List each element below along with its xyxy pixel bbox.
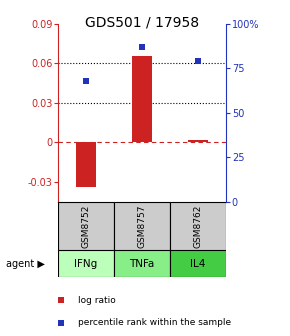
- Text: GSM8757: GSM8757: [137, 204, 147, 248]
- Text: IL4: IL4: [191, 259, 206, 269]
- Bar: [170, 202, 226, 250]
- Bar: [188, 139, 208, 142]
- Bar: [76, 142, 96, 187]
- Text: TNFa: TNFa: [129, 259, 155, 269]
- Bar: [58, 250, 114, 277]
- Bar: [114, 202, 170, 250]
- Text: GDS501 / 17958: GDS501 / 17958: [85, 15, 199, 29]
- Text: GSM8762: GSM8762: [194, 204, 203, 248]
- Bar: [114, 250, 170, 277]
- Bar: [170, 250, 226, 277]
- Text: GSM8752: GSM8752: [81, 204, 90, 248]
- Text: percentile rank within the sample: percentile rank within the sample: [78, 318, 231, 327]
- Bar: [58, 202, 114, 250]
- Text: agent ▶: agent ▶: [6, 259, 45, 269]
- Text: IFNg: IFNg: [75, 259, 98, 269]
- Bar: [132, 56, 152, 142]
- Text: log ratio: log ratio: [78, 296, 115, 305]
